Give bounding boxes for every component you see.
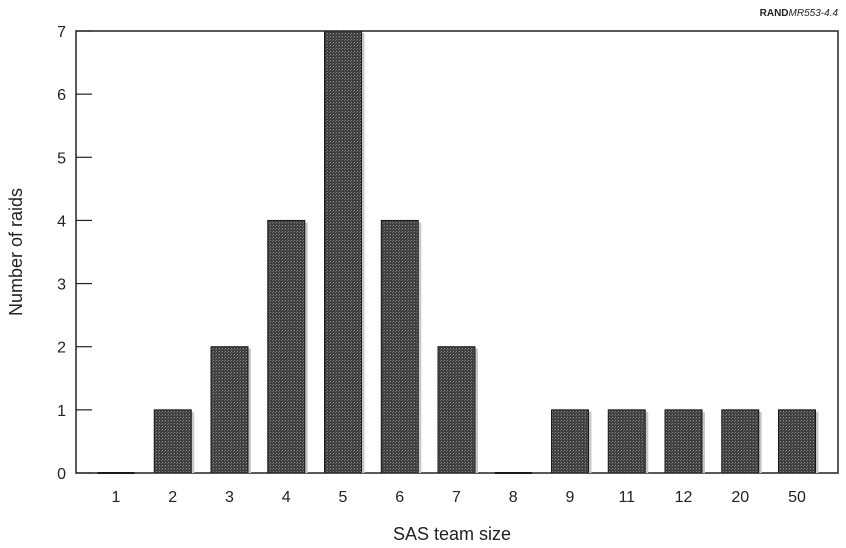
- bar-2: [153, 409, 192, 474]
- y-tick-label: 5: [57, 150, 66, 167]
- x-tick-label-6: 6: [395, 489, 404, 506]
- bar-4: [267, 219, 306, 474]
- y-tick-label: 1: [57, 403, 66, 420]
- bar-9: [551, 409, 589, 474]
- x-axis-title: SAS team size: [393, 524, 511, 544]
- y-tick-label: 3: [57, 277, 66, 294]
- x-tick-label-2: 2: [168, 489, 177, 506]
- y-tick-label: 2: [57, 340, 66, 357]
- bar-3: [210, 346, 249, 474]
- bar-5: [324, 30, 362, 474]
- bar-50: [778, 409, 816, 474]
- y-axis-ticks: 0 1 2 3 4 5 6 7: [57, 24, 92, 483]
- x-tick-label-7: 7: [452, 489, 461, 506]
- x-tick-label-12: 12: [675, 489, 693, 506]
- x-tick-label-50: 50: [788, 489, 806, 506]
- x-tick-label-20: 20: [731, 489, 749, 506]
- source-code: MR553-4.4: [789, 8, 839, 19]
- x-tick-label-1: 1: [112, 489, 121, 506]
- y-tick-label: 6: [57, 87, 66, 104]
- bar-7: [437, 346, 476, 474]
- bar-20: [721, 409, 760, 474]
- x-axis-tick-labels: 1 2 3 4 5 6 7 8 9 11 12 20 50: [112, 489, 806, 506]
- y-tick-label: 4: [57, 213, 66, 230]
- bar-6: [380, 219, 419, 474]
- bar-11: [607, 409, 646, 474]
- source-label: RANDMR553-4.4: [760, 8, 839, 19]
- x-tick-label-3: 3: [225, 489, 234, 506]
- x-tick-label-4: 4: [282, 489, 291, 506]
- bar-12: [664, 409, 703, 474]
- x-tick-label-11: 11: [618, 489, 635, 506]
- x-tick-label-9: 9: [566, 489, 575, 506]
- source-org: RAND: [760, 8, 789, 19]
- x-tick-label-8: 8: [509, 489, 518, 506]
- x-tick-label-5: 5: [339, 489, 348, 506]
- y-axis-title: Number of raids: [6, 188, 26, 316]
- bars: [97, 30, 819, 474]
- y-tick-label: 0: [57, 466, 66, 483]
- y-tick-label: 7: [57, 24, 66, 41]
